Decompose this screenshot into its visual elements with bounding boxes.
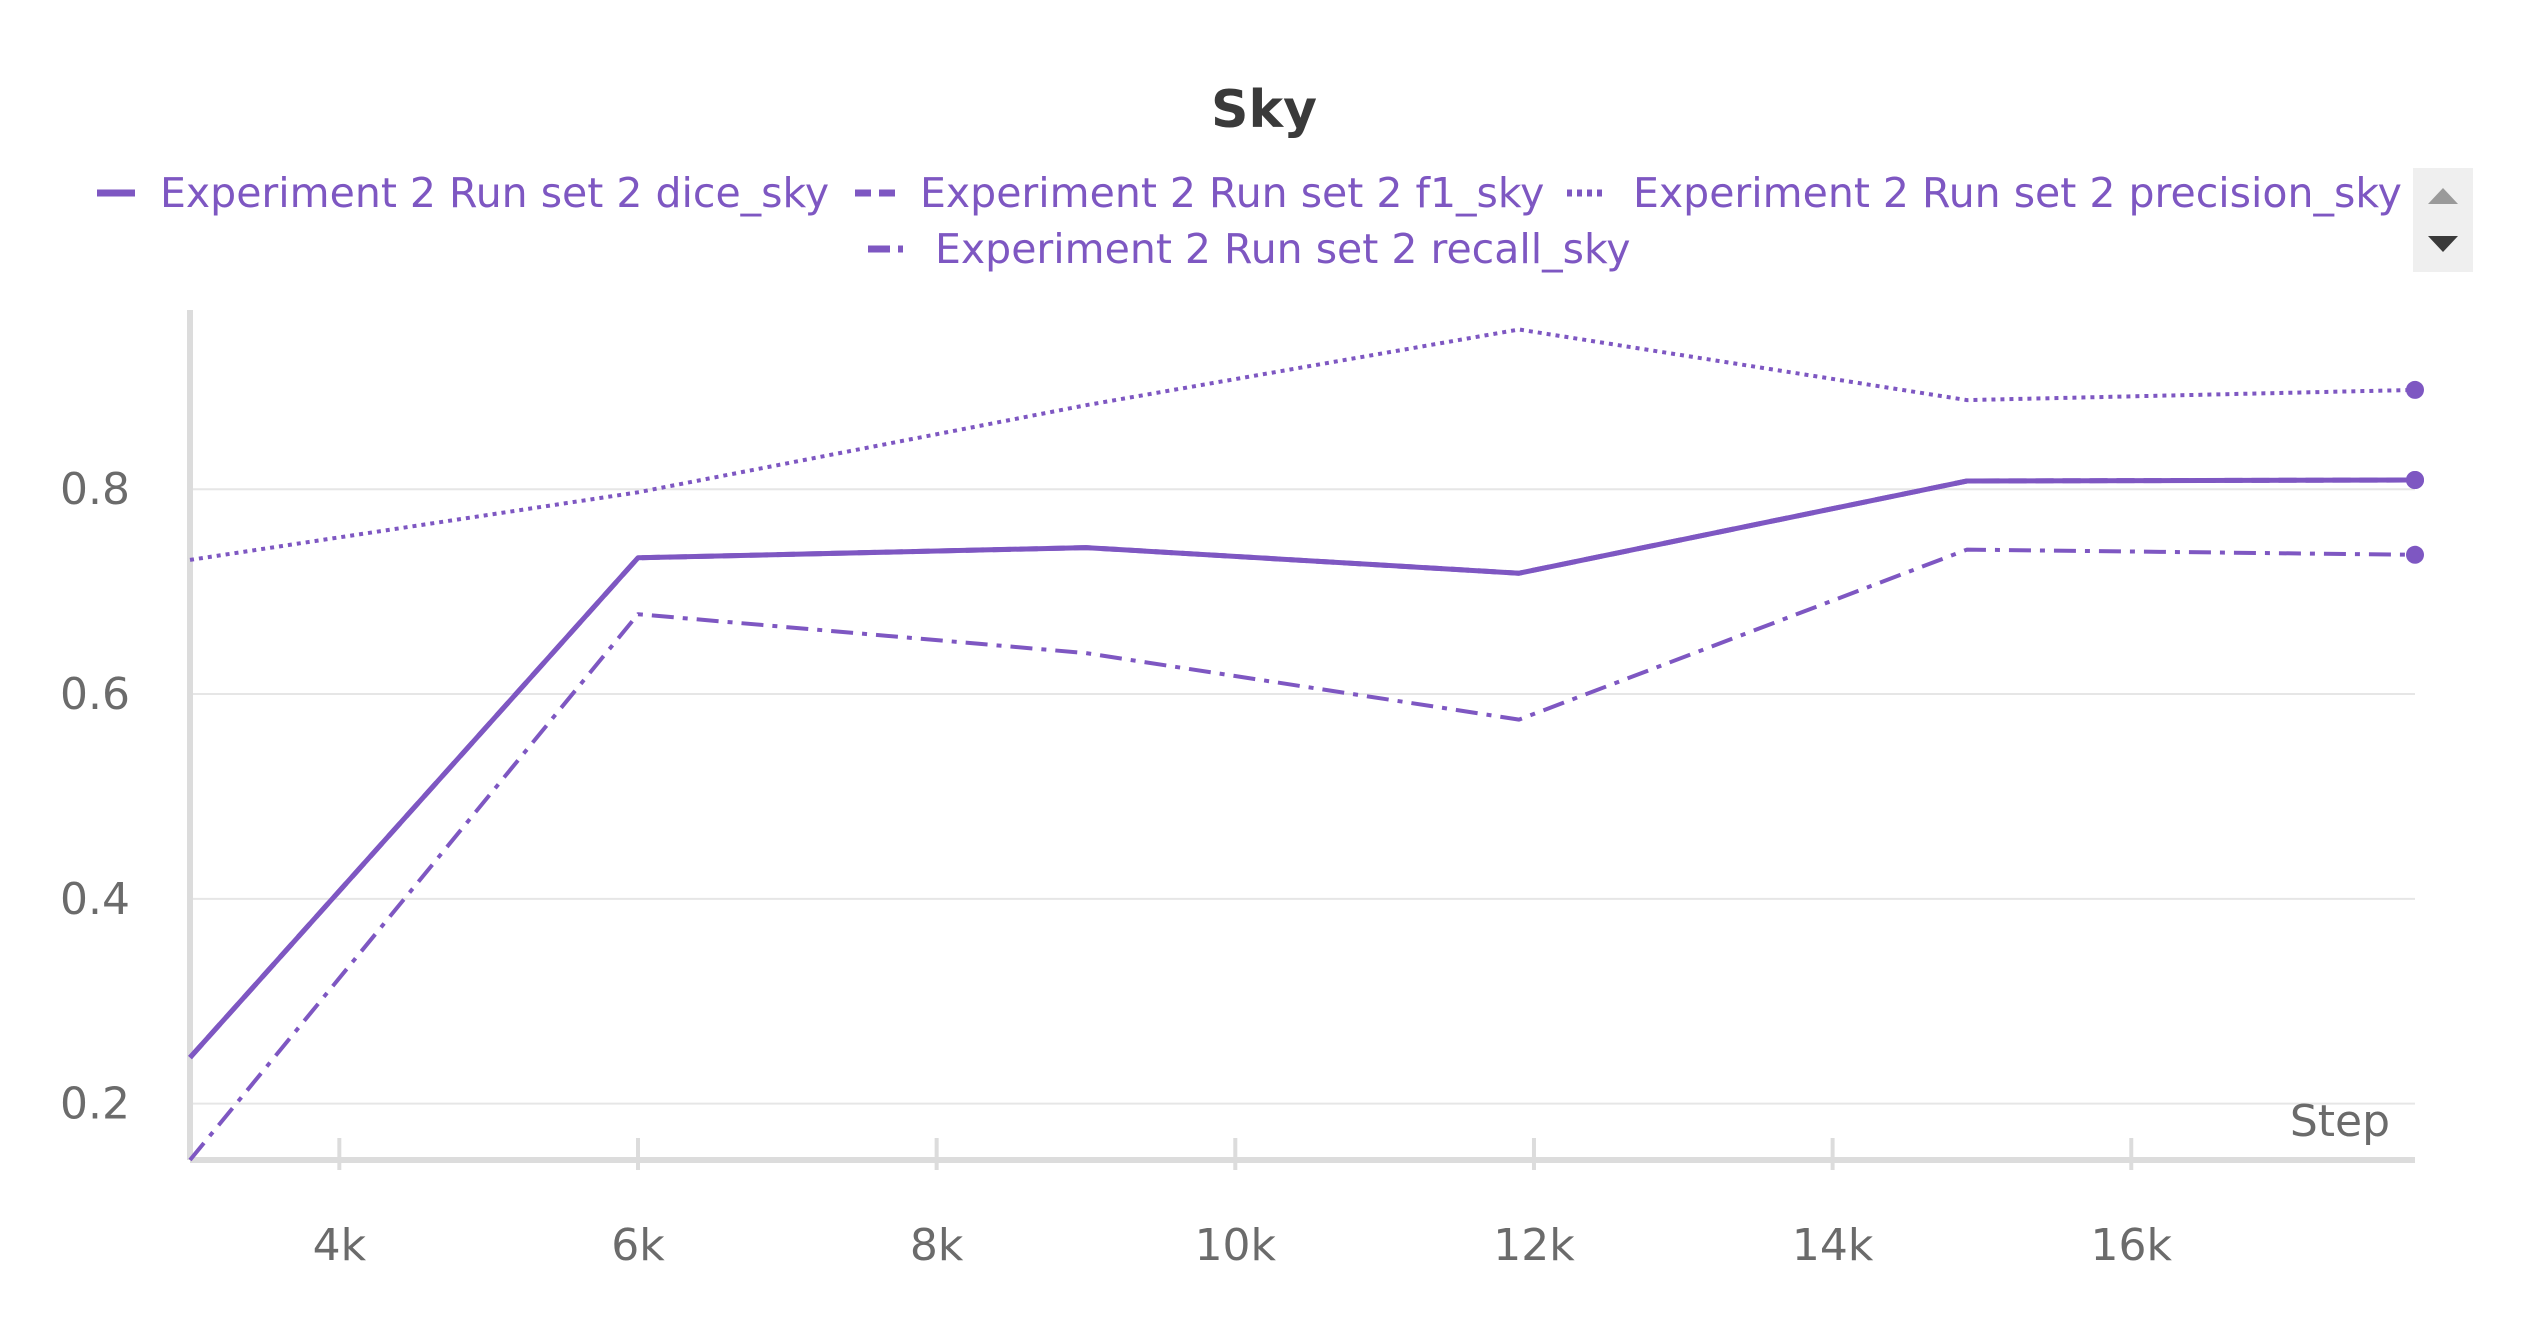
legend-item-recall-sky[interactable]: Experiment 2 Run set 2 recall_sky xyxy=(868,225,1631,273)
axes: 0.2 0.4 0.6 0.8 4k 6k 8k 10k 12k 14k 16k xyxy=(60,310,2415,1271)
x-tick-label: 10k xyxy=(1195,1220,1277,1271)
scroll-down-icon[interactable] xyxy=(2428,236,2458,252)
x-tick-label: 16k xyxy=(2091,1220,2173,1271)
y-tick-label: 0.2 xyxy=(60,1079,130,1130)
y-tick-label: 0.4 xyxy=(60,874,130,925)
series-end-point xyxy=(2406,471,2424,489)
series-end-point xyxy=(2406,380,2424,399)
legend-scroller xyxy=(2413,168,2473,272)
x-tick-label: 6k xyxy=(611,1220,665,1271)
x-tick-label: 12k xyxy=(1493,1220,1575,1271)
legend-label: Experiment 2 Run set 2 dice_sky xyxy=(160,169,829,217)
series-line-dashdot xyxy=(188,547,2416,1162)
series-end-point xyxy=(2406,545,2424,564)
end-markers xyxy=(2406,380,2424,564)
series-line-solid xyxy=(188,477,2416,1060)
chart-title: Sky xyxy=(1211,80,1317,140)
legend: Experiment 2 Run set 2 dice_sky Experime… xyxy=(97,169,2402,273)
legend-label: Experiment 2 Run set 2 precision_sky xyxy=(1633,169,2402,217)
series-line-dashed xyxy=(188,477,2416,1060)
legend-item-f1-sky[interactable]: Experiment 2 Run set 2 f1_sky xyxy=(855,169,1544,217)
legend-scroller-track xyxy=(2413,168,2473,272)
grid xyxy=(190,488,2415,1105)
scroll-up-icon[interactable] xyxy=(2428,188,2458,204)
legend-item-precision-sky[interactable]: Experiment 2 Run set 2 precision_sky xyxy=(1567,169,2402,217)
legend-label: Experiment 2 Run set 2 f1_sky xyxy=(920,169,1544,217)
y-tick-label: 0.6 xyxy=(60,669,130,720)
x-tick-label: 8k xyxy=(910,1220,964,1271)
y-tick-label: 0.8 xyxy=(60,464,130,515)
x-tick-label: 4k xyxy=(313,1220,367,1271)
x-axis-label: Step xyxy=(2290,1096,2390,1147)
series-lines xyxy=(188,327,2416,1162)
legend-label: Experiment 2 Run set 2 recall_sky xyxy=(935,225,1631,273)
legend-item-dice-sky[interactable]: Experiment 2 Run set 2 dice_sky xyxy=(97,169,829,217)
series-line-dotted xyxy=(189,327,2416,562)
x-tick-label: 14k xyxy=(1792,1220,1874,1271)
